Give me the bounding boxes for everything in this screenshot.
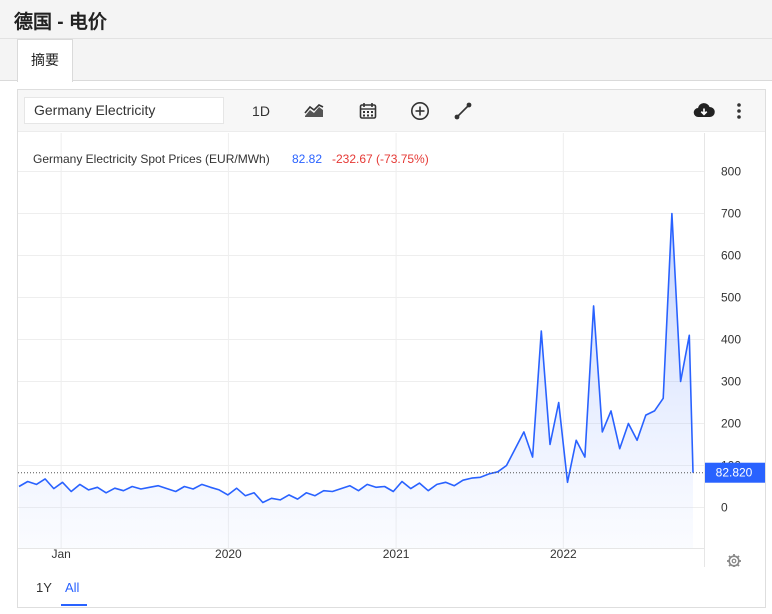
x-tick-label: 2022	[550, 547, 577, 561]
price-series-line	[18, 212, 694, 504]
drawing-line-icon[interactable]	[450, 98, 476, 124]
y-tick-label: 700	[721, 207, 741, 221]
settings-gear-icon[interactable]	[727, 554, 741, 567]
x-tick-label: 2020	[215, 547, 242, 561]
tab-summary[interactable]: 摘要	[17, 39, 73, 82]
y-tick-label: 0	[721, 501, 728, 515]
symbol-search-input[interactable]: Germany Electricity	[24, 97, 224, 124]
price-chart[interactable]: 0100200300400500600700800Jan202020212022…	[18, 133, 765, 567]
last-price-label: 82.820	[716, 466, 753, 480]
y-tick-label: 300	[721, 375, 741, 389]
y-tick-label: 500	[721, 291, 741, 305]
chart-widget: Germany Electricity 1D	[17, 89, 766, 608]
chart-toolbar: Germany Electricity 1D	[18, 90, 765, 132]
page-title: 德国 - 电价	[14, 12, 107, 33]
tabs-bar: 摘要	[0, 39, 772, 82]
range-all-button[interactable]: All	[65, 580, 80, 595]
download-icon[interactable]	[691, 98, 717, 124]
legend-series-name: Germany Electricity Spot Prices (EUR/MWh…	[33, 152, 270, 166]
last-price-tag: 82.820	[705, 462, 765, 483]
y-tick-label: 200	[721, 417, 741, 431]
y-tick-label: 400	[721, 333, 741, 347]
legend-change-value: -232.67 (-73.75%)	[332, 152, 429, 166]
compare-add-icon[interactable]	[407, 98, 433, 124]
interval-button[interactable]: 1D	[252, 103, 270, 119]
page-header: 德国 - 电价	[0, 0, 772, 39]
x-tick-label: 2021	[383, 547, 410, 561]
legend-last-value: 82.82	[292, 152, 322, 166]
chart-type-icon[interactable]	[301, 98, 327, 124]
range-active-indicator	[61, 604, 87, 606]
calendar-icon[interactable]	[355, 98, 381, 124]
x-tick-label: Jan	[51, 547, 70, 561]
price-area-fill	[19, 213, 693, 548]
y-tick-label: 800	[721, 165, 741, 179]
range-1y-button[interactable]: 1Y	[36, 580, 52, 595]
chart-legend: Germany Electricity Spot Prices (EUR/MWh…	[33, 152, 429, 166]
y-tick-label: 600	[721, 249, 741, 263]
more-vertical-icon[interactable]	[731, 98, 747, 124]
